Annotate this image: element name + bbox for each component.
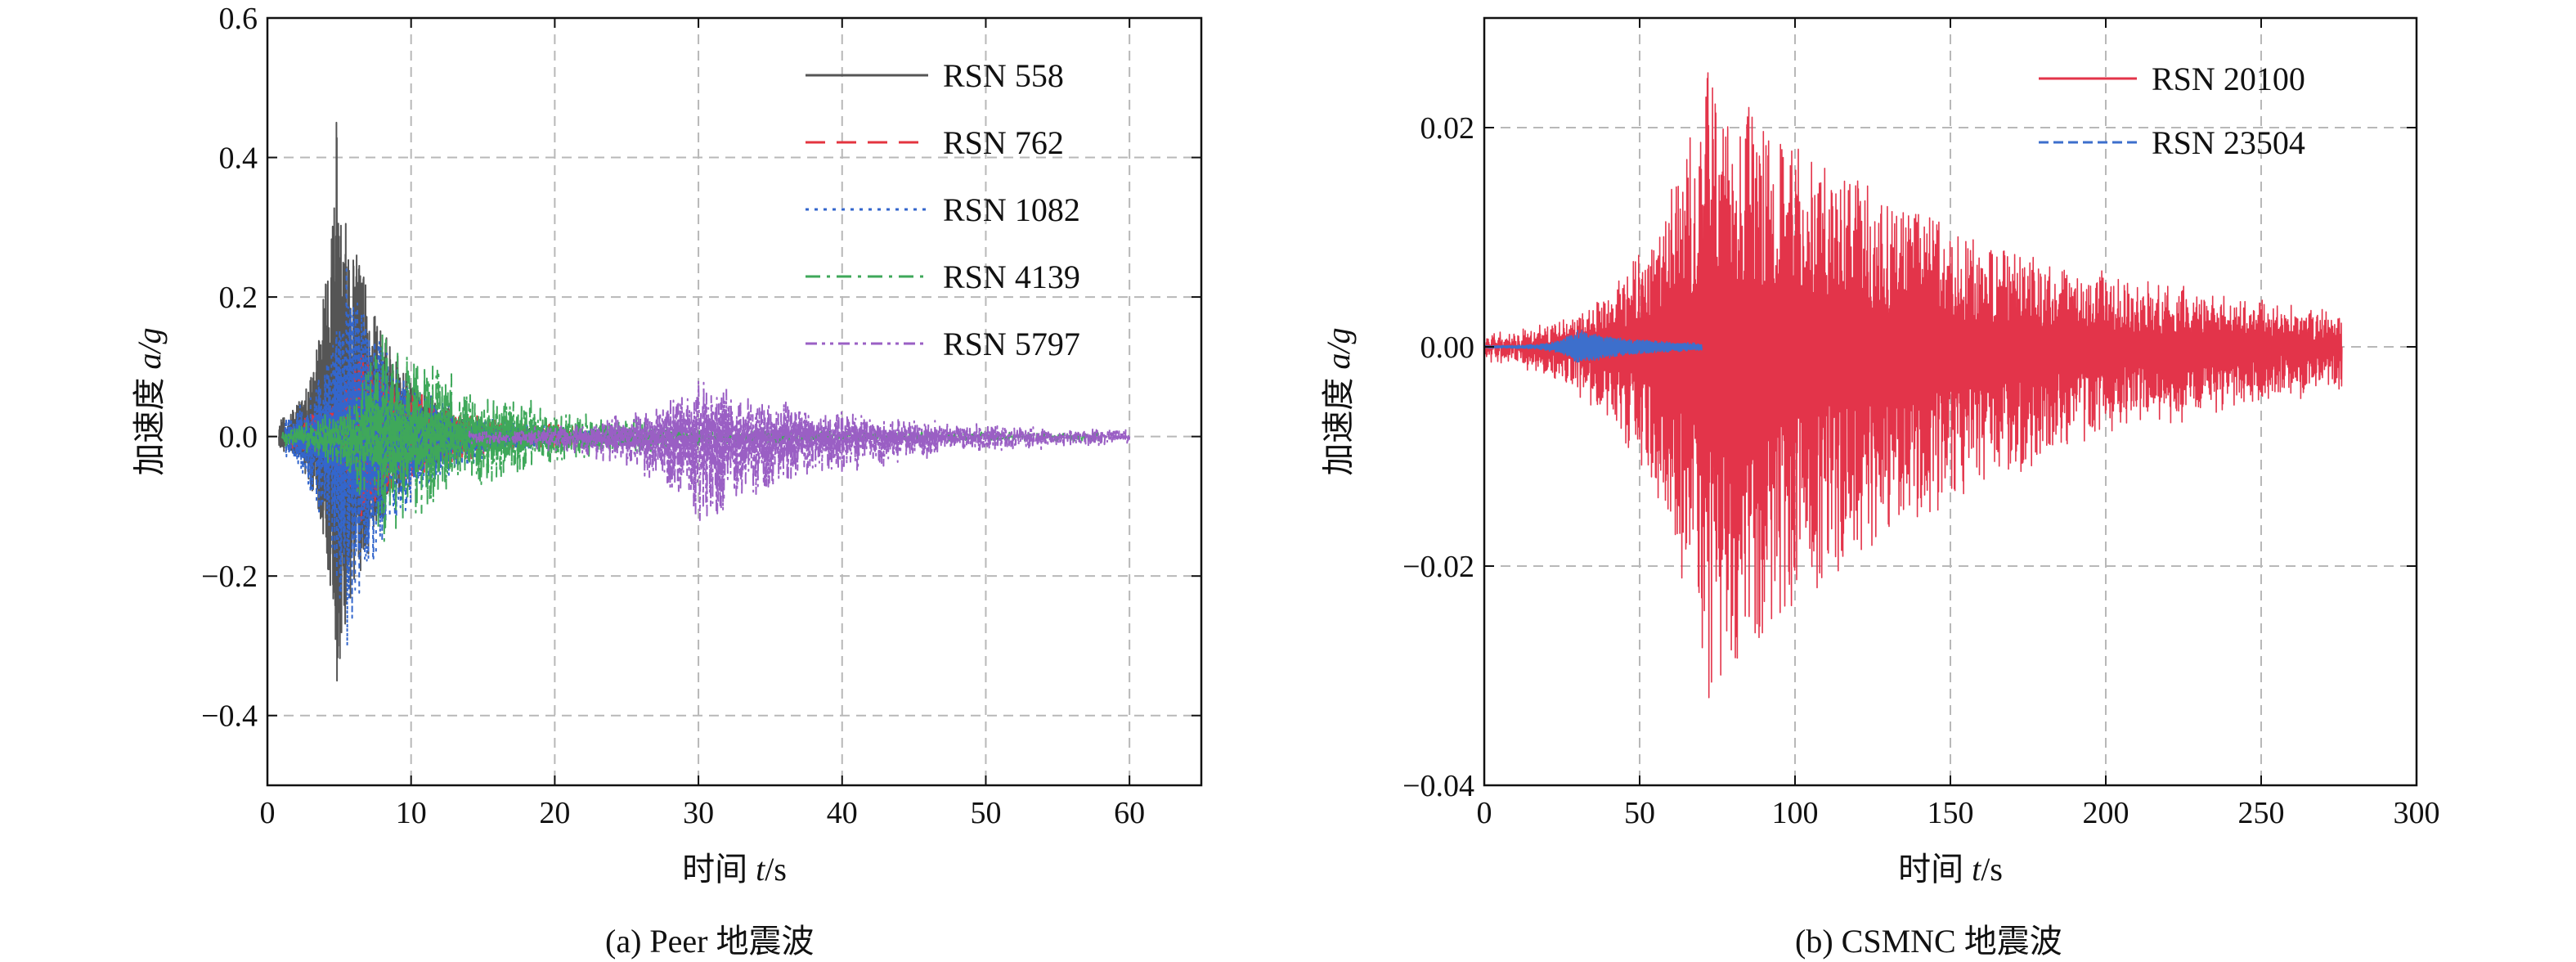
b-xtick-label: 200 xyxy=(2083,796,2129,830)
a-xtick-label: 0 xyxy=(260,796,276,830)
b-ytick-label: 0.00 xyxy=(1420,330,1475,365)
chart-a-caption: (a) Peer 地震波 xyxy=(605,923,815,960)
a-legend-label: RSN 5797 xyxy=(943,326,1080,362)
b-ytick-label: −0.04 xyxy=(1402,769,1474,803)
a-xtick-label: 50 xyxy=(970,796,1001,830)
chart-a-xlabel-prefix: 时间 xyxy=(682,851,756,888)
b-xtick-label: 0 xyxy=(1477,796,1492,830)
b-legend-label: RSN 20100 xyxy=(2152,61,2305,97)
a-series-rsn-5797 xyxy=(468,380,1131,521)
chart-a-plot-area xyxy=(267,18,1201,785)
chart-b-xlabel-prefix: 时间 xyxy=(1898,851,1972,888)
b-ytick-label: −0.02 xyxy=(1402,550,1474,584)
b-xtick-label: 150 xyxy=(1928,796,1974,830)
chart-b-x-axis-label: 时间 t/s xyxy=(1898,851,2003,888)
chart-a-peer: 0 10 20 30 40 50 60 −0.4 −0.2 0.0 0.2 0.4 0.6 RSN 55… xyxy=(131,2,1203,888)
b-xtick-label: 300 xyxy=(2394,796,2440,830)
a-legend-label: RSN 1082 xyxy=(943,191,1080,228)
a-ytick-label: −0.4 xyxy=(201,699,258,734)
chart-b-y-axis-label: 加速度 a/g xyxy=(1320,327,1357,475)
chart-b-ylabel-var: a/g xyxy=(1320,327,1357,369)
b-xtick-label: 250 xyxy=(2238,796,2285,830)
chart-b-ticks: 0 50 100 150 200 250 300 −0.04 −0.02 0.00 0.02 xyxy=(1402,18,2440,830)
a-ytick-label: 0.4 xyxy=(219,142,258,176)
chart-a-xlabel-unit: /s xyxy=(765,851,787,888)
b-series-rsn-20100 xyxy=(1483,72,2343,699)
chart-a-ticks: 0 10 20 30 40 50 60 −0.4 −0.2 0.0 0.2 0.4 0.6 xyxy=(201,2,1201,830)
a-xtick-label: 40 xyxy=(827,796,858,830)
a-xtick-label: 20 xyxy=(539,796,570,830)
chart-b-xlabel-var: t xyxy=(1972,851,1981,888)
b-legend-label: RSN 23504 xyxy=(2152,124,2305,161)
chart-b-series xyxy=(1483,72,2343,699)
chart-a-legend: RSN 558 RSN 762 RSN 1082 RSN 4139 RSN 5797 xyxy=(806,57,1080,362)
a-legend-label: RSN 558 xyxy=(943,57,1064,94)
a-legend-label: RSN 4139 xyxy=(943,258,1080,295)
b-ytick-label: 0.02 xyxy=(1420,111,1475,146)
a-xtick-label: 30 xyxy=(683,796,714,830)
chart-b-xlabel-unit: /s xyxy=(1981,851,2003,888)
chart-a-ylabel-prefix: 加速度 xyxy=(131,370,168,476)
b-xtick-label: 100 xyxy=(1772,796,1819,830)
chart-b-ylabel-prefix: 加速度 xyxy=(1320,370,1357,476)
chart-b-csmnc: 0 50 100 150 200 250 300 −0.04 −0.02 0.00 0.02 RSN… xyxy=(1320,16,2440,888)
a-legend-label: RSN 762 xyxy=(943,124,1064,161)
chart-a-series xyxy=(278,121,1131,682)
chart-b-caption: (b) CSMNC 地震波 xyxy=(1795,923,2062,960)
b-xtick-label: 50 xyxy=(1624,796,1655,830)
a-xtick-label: 10 xyxy=(396,796,427,830)
b-series-rsn-23504 xyxy=(1483,330,1703,364)
chart-a-frame xyxy=(266,16,1203,787)
a-ytick-label: 0.2 xyxy=(219,281,258,315)
chart-b-legend: RSN 20100 RSN 23504 xyxy=(2039,61,2305,161)
chart-a-y-axis-label: 加速度 a/g xyxy=(131,327,168,475)
chart-a-x-axis-label: 时间 t/s xyxy=(682,851,787,888)
a-ytick-label: 0.6 xyxy=(219,2,258,36)
a-ytick-label: −0.2 xyxy=(201,560,258,594)
chart-a-xlabel-var: t xyxy=(756,851,765,888)
chart-a-ylabel-var: a/g xyxy=(131,327,168,369)
a-xtick-label: 60 xyxy=(1114,796,1145,830)
a-ytick-label: 0.0 xyxy=(219,420,258,455)
